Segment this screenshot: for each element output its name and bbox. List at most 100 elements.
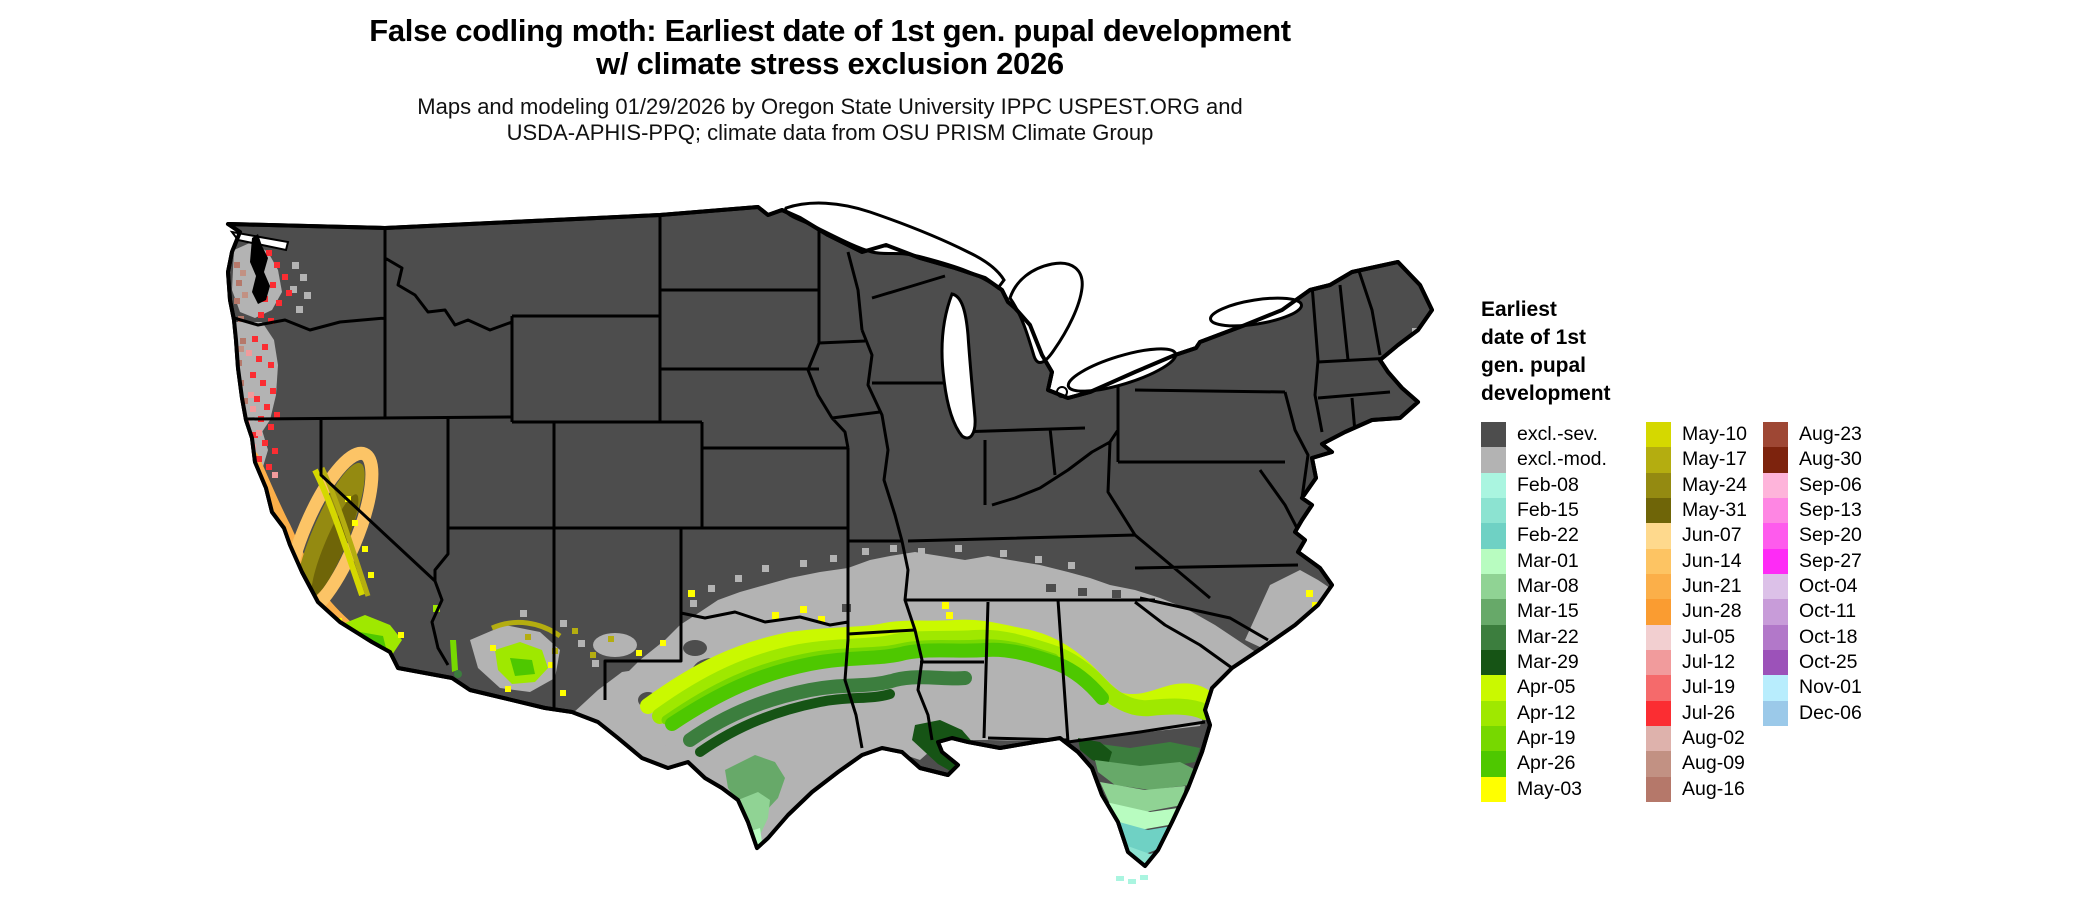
legend-item: Jun-21 (1646, 573, 1747, 600)
legend-label: Aug-30 (1799, 448, 1862, 471)
legend-item: Mar-08 (1481, 573, 1607, 600)
legend-swatch (1763, 599, 1788, 625)
legend-item: Apr-12 (1481, 700, 1607, 726)
legend-swatch (1763, 447, 1788, 473)
legend-label: Jun-14 (1682, 549, 1742, 572)
legend-item: Sep-27 (1763, 548, 1862, 574)
legend-swatch (1481, 649, 1506, 676)
legend-item: Oct-04 (1763, 573, 1862, 600)
legend-label: Jun-21 (1682, 575, 1742, 598)
legend-swatch (1763, 675, 1788, 701)
legend-item: Apr-05 (1481, 675, 1607, 701)
legend-item: Feb-22 (1481, 523, 1607, 549)
legend-label: May-10 (1682, 423, 1748, 446)
legend-swatch (1763, 649, 1788, 676)
legend-item: Apr-19 (1481, 725, 1607, 752)
legend-label: Mar-15 (1517, 600, 1579, 623)
legend-item: May-03 (1481, 776, 1607, 802)
legend-label: May-03 (1517, 777, 1583, 800)
subtitle-line1: Maps and modeling 01/29/2026 by Oregon S… (417, 94, 1243, 119)
legend-item: Oct-11 (1763, 599, 1862, 625)
legend-item: Sep-13 (1763, 497, 1862, 524)
legend-swatch (1481, 573, 1506, 600)
legend-label: Sep-27 (1799, 549, 1862, 572)
legend-item: Aug-16 (1646, 776, 1747, 802)
legend-swatch (1646, 751, 1671, 777)
legend-item: Mar-15 (1481, 599, 1607, 625)
legend-item: Sep-06 (1763, 472, 1862, 498)
legend-swatch (1481, 624, 1506, 650)
legend-label: Nov-01 (1799, 676, 1862, 699)
legend-item: excl.-mod. (1481, 447, 1607, 473)
legend-label: Apr-19 (1517, 727, 1576, 750)
legend-swatch (1481, 700, 1506, 726)
legend-label: Mar-08 (1517, 575, 1579, 598)
legend-swatch (1763, 573, 1788, 600)
legend-swatch (1646, 472, 1671, 498)
legend-title: Earliest date of 1st gen. pupal developm… (1481, 298, 1611, 405)
legend-swatch (1646, 497, 1671, 524)
legend-label: Apr-12 (1517, 701, 1576, 724)
legend-swatch (1763, 422, 1788, 448)
legend-item: Aug-30 (1763, 447, 1862, 473)
legend-label: Jul-26 (1682, 701, 1736, 724)
legend-label: Jun-07 (1682, 524, 1742, 547)
legend-label: Jul-12 (1682, 651, 1736, 674)
legend-swatch (1481, 675, 1506, 701)
legend-item: Dec-06 (1763, 700, 1862, 726)
legend-swatch (1481, 422, 1506, 448)
legend-label: Mar-29 (1517, 651, 1579, 674)
legend-item: Oct-18 (1763, 624, 1862, 650)
page-title-line2: w/ climate stress exclusion 2026 (596, 46, 1064, 81)
legend-item: Apr-26 (1481, 751, 1607, 777)
legend-item: Jul-19 (1646, 675, 1747, 701)
legend-label: Jul-19 (1682, 676, 1736, 699)
legend-label: Feb-15 (1517, 499, 1579, 522)
legend-item: May-24 (1646, 472, 1748, 498)
legend-item: Sep-20 (1763, 523, 1862, 549)
legend-swatch (1481, 523, 1506, 549)
legend-label: Sep-20 (1799, 524, 1862, 547)
legend-item: Aug-02 (1646, 725, 1747, 752)
legend-swatch (1646, 776, 1671, 802)
legend-item: Nov-01 (1763, 675, 1862, 701)
legend-swatch (1646, 523, 1671, 549)
legend-swatch (1646, 573, 1671, 600)
legend-item: Oct-25 (1763, 649, 1862, 676)
legend-column-2: May-10 May-17 May-24 May-31 Jun-07 Jun-14 Jun-… (1646, 422, 1747, 802)
legend-label: Mar-22 (1517, 625, 1579, 648)
legend-swatch (1481, 447, 1506, 473)
legend-label: excl.-sev. (1517, 423, 1598, 446)
legend-item: Jul-05 (1646, 624, 1747, 650)
legend-label: Oct-25 (1799, 651, 1858, 674)
legend-item: May-10 (1646, 422, 1748, 448)
legend-swatch (1481, 725, 1506, 752)
legend-label: Oct-04 (1799, 575, 1858, 598)
legend-swatch (1646, 447, 1671, 473)
legend-swatch (1646, 700, 1671, 726)
legend-column-3: Aug-23 Aug-30 Sep-06 Sep-13 Sep-20 Sep-27 Oct-… (1763, 422, 1862, 726)
legend-label: Jul-05 (1682, 625, 1736, 648)
legend-item: Aug-23 (1763, 422, 1862, 448)
legend-label: Aug-09 (1682, 752, 1745, 775)
legend-label: May-24 (1682, 473, 1748, 496)
legend: Earliest date of 1st gen. pupal developm… (1481, 296, 1862, 802)
legend-label: Feb-08 (1517, 473, 1579, 496)
legend-label: Apr-05 (1517, 676, 1576, 699)
legend-swatch (1646, 422, 1671, 448)
legend-item: Jun-28 (1646, 599, 1747, 625)
legend-label: Mar-01 (1517, 549, 1579, 572)
legend-swatch (1646, 725, 1671, 752)
legend-label: Apr-26 (1517, 752, 1576, 775)
legend-swatch (1481, 548, 1506, 574)
legend-label: May-31 (1682, 499, 1748, 522)
legend-label: Sep-06 (1799, 473, 1862, 496)
legend-swatch (1763, 523, 1788, 549)
legend-item: Jun-14 (1646, 548, 1747, 574)
legend-column-1: excl.-sev. excl.-mod. Feb-08 Feb-15 Feb-22 Ma… (1481, 422, 1607, 802)
legend-item: Jun-07 (1646, 523, 1747, 549)
legend-swatch (1481, 599, 1506, 625)
legend-label: Sep-13 (1799, 499, 1862, 522)
